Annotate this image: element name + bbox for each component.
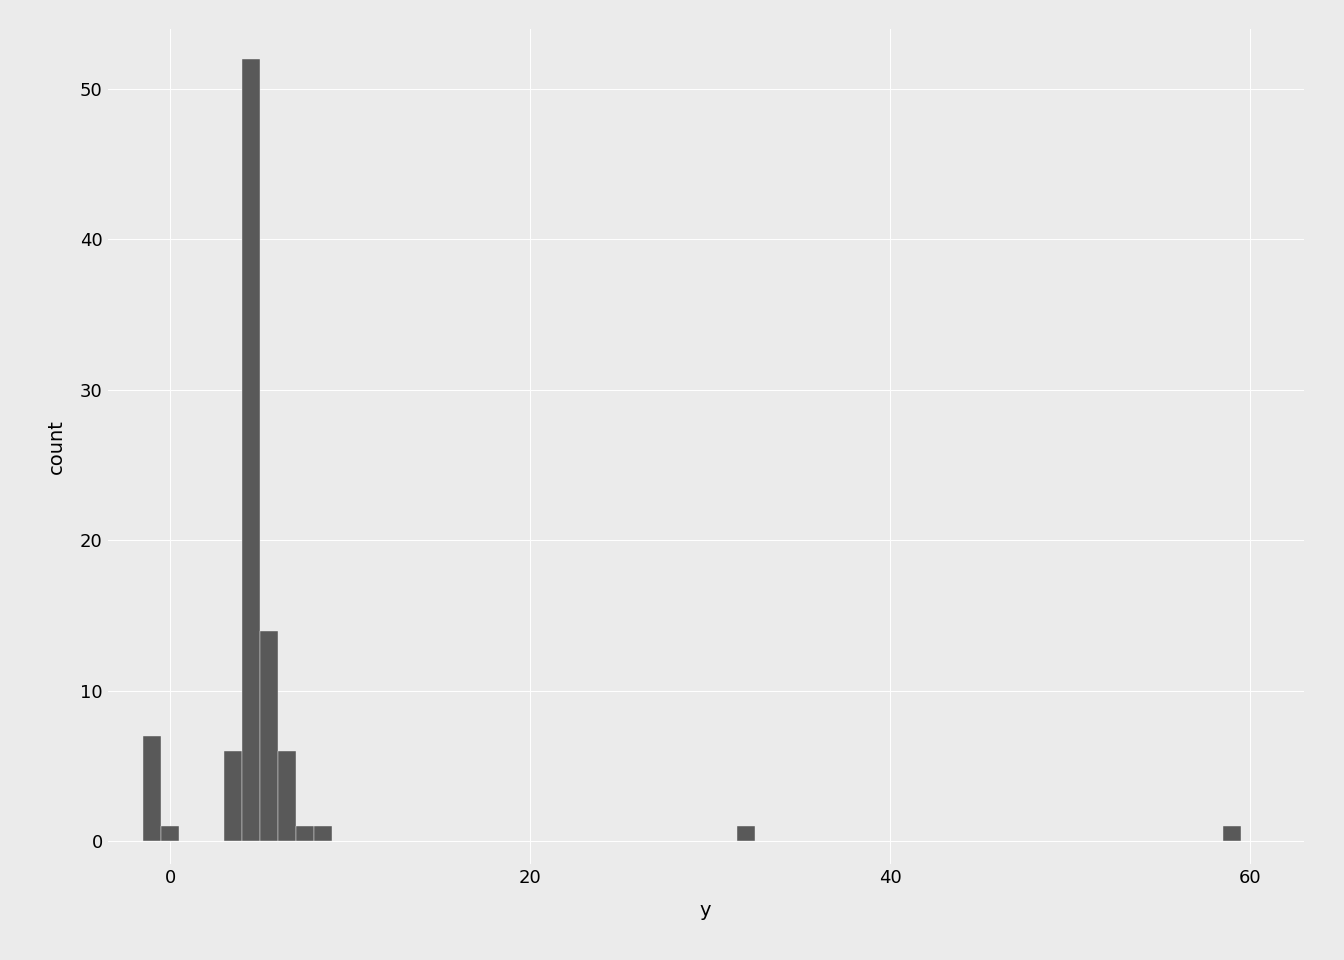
X-axis label: y: y (700, 900, 711, 920)
Bar (261, 631, 278, 841)
Bar (314, 827, 332, 841)
Bar (144, 736, 161, 841)
Bar (278, 751, 297, 841)
Bar (224, 751, 242, 841)
Bar (242, 59, 261, 841)
Y-axis label: count: count (47, 419, 66, 474)
Bar (1223, 827, 1241, 841)
Bar (161, 827, 180, 841)
Bar (737, 827, 755, 841)
Bar (297, 827, 314, 841)
